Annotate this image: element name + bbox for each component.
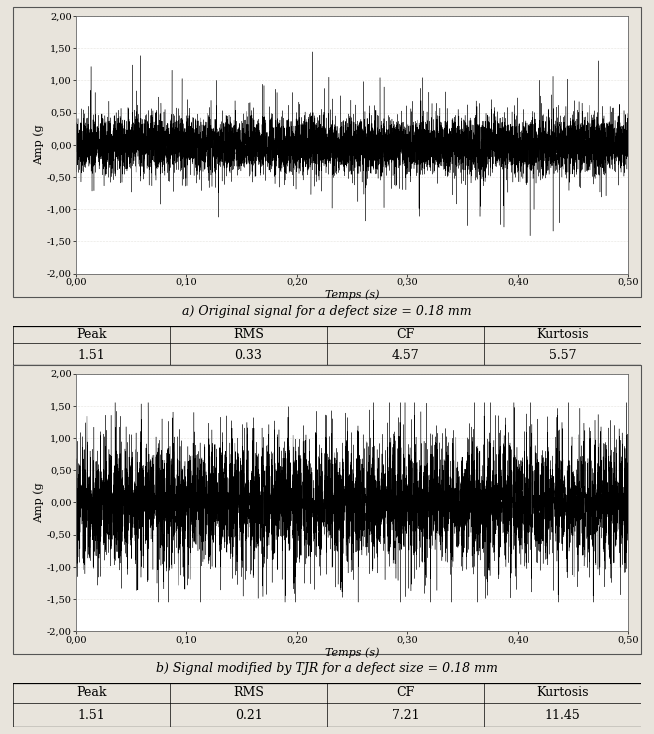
Text: 7.21: 7.21 [392, 709, 419, 722]
Text: a) Original signal for a defect size = 0.18 mm: a) Original signal for a defect size = 0… [182, 305, 472, 318]
X-axis label: Temps (s): Temps (s) [325, 289, 379, 300]
Text: RMS: RMS [233, 328, 264, 341]
Text: 0.21: 0.21 [235, 709, 262, 722]
Y-axis label: Amp (g: Amp (g [33, 482, 44, 523]
Text: CF: CF [396, 686, 415, 700]
Text: 11.45: 11.45 [545, 709, 580, 722]
Text: 1.51: 1.51 [78, 709, 105, 722]
Text: 0.33: 0.33 [235, 349, 262, 362]
Text: CF: CF [396, 328, 415, 341]
Text: Kurtosis: Kurtosis [536, 686, 589, 700]
Text: 1.51: 1.51 [78, 349, 105, 362]
X-axis label: Temps (s): Temps (s) [325, 647, 379, 658]
Text: Kurtosis: Kurtosis [536, 328, 589, 341]
Text: Peak: Peak [77, 328, 107, 341]
Text: b) Signal modified by TJR for a defect size = 0.18 mm: b) Signal modified by TJR for a defect s… [156, 662, 498, 675]
Y-axis label: Amp (g: Amp (g [33, 125, 44, 165]
Text: RMS: RMS [233, 686, 264, 700]
Text: Peak: Peak [77, 686, 107, 700]
Text: 4.57: 4.57 [392, 349, 419, 362]
Text: 5.57: 5.57 [549, 349, 576, 362]
